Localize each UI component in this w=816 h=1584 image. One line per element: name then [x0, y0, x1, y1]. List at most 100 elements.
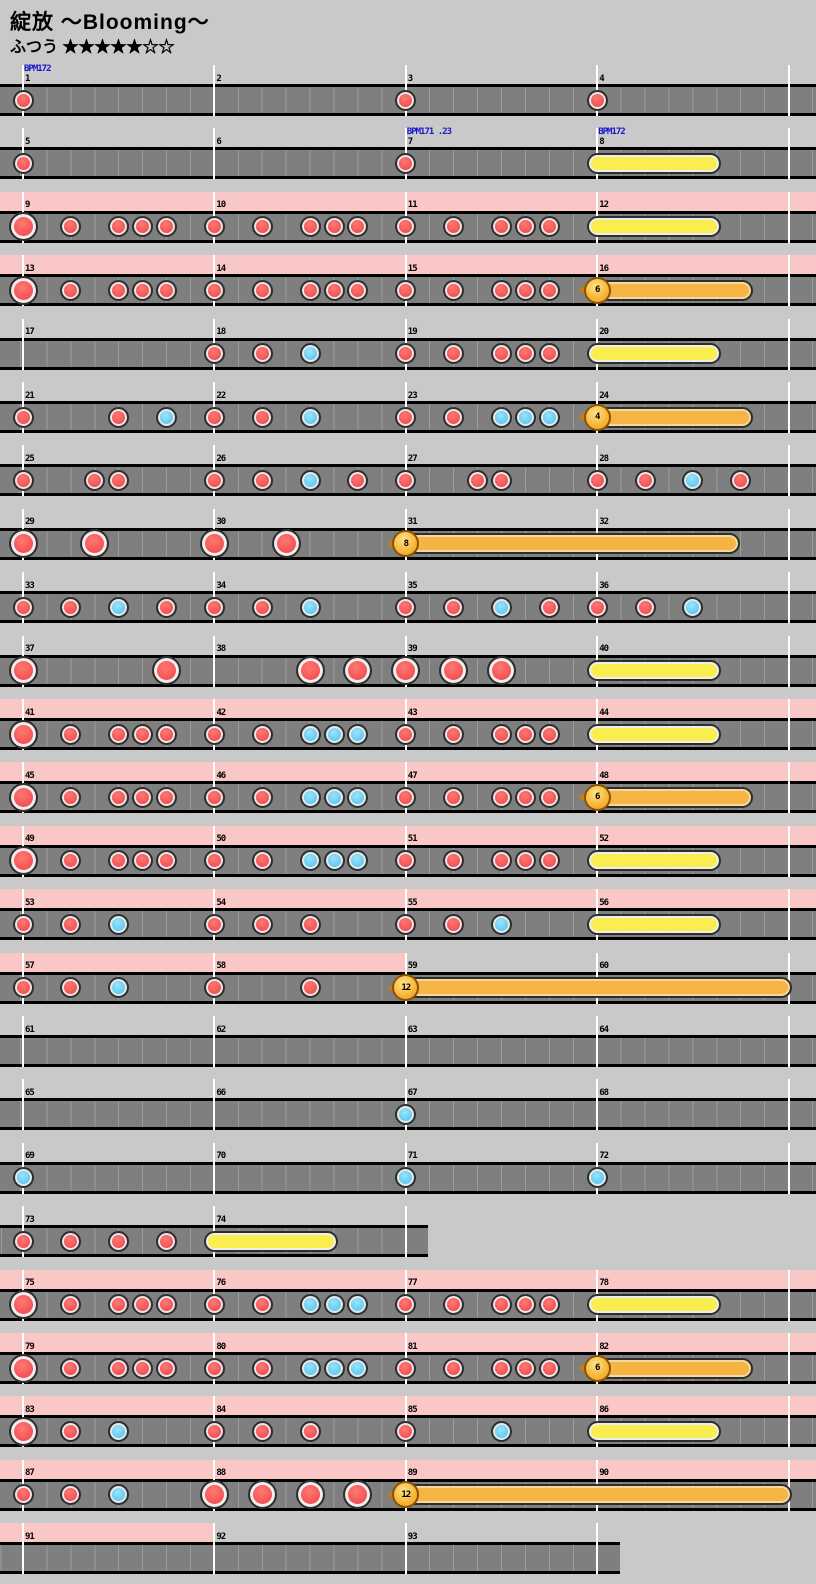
- don-note: [60, 977, 82, 999]
- gogo-highlight: [0, 1459, 816, 1479]
- don-note: [132, 279, 154, 301]
- don-note: [491, 786, 512, 808]
- measure-number: 61: [25, 1024, 35, 1035]
- measure-number: 35: [407, 580, 418, 591]
- measure-number: 49: [25, 834, 35, 845]
- balloon-bar: [586, 786, 753, 808]
- gogo-highlight: [0, 889, 816, 909]
- chart-row: 41 42 43 44: [0, 696, 816, 752]
- don-note: [514, 850, 536, 872]
- measure-number: 34: [216, 580, 226, 591]
- big-don-note: [247, 1480, 277, 1510]
- don-note: [491, 1294, 512, 1316]
- don-note: [251, 1420, 273, 1442]
- measure-line: [787, 699, 790, 750]
- measure-number: 25: [25, 453, 35, 464]
- measure-number: 53: [25, 897, 35, 908]
- ka-note: [491, 1420, 512, 1442]
- ka-note: [299, 723, 321, 745]
- ka-note: [682, 596, 704, 618]
- measure-number: 51: [407, 834, 418, 845]
- measure-line: [596, 1016, 599, 1067]
- don-note: [395, 279, 417, 301]
- don-note: [60, 596, 82, 618]
- don-note: [251, 596, 273, 618]
- don-note: [538, 216, 560, 238]
- don-note: [538, 850, 560, 872]
- drumroll-bar: [586, 723, 721, 745]
- measure-line: [787, 445, 790, 497]
- measure-line: [787, 952, 790, 1004]
- don-note: [132, 850, 154, 872]
- ka-note: [491, 406, 512, 428]
- measure-number: 56: [599, 897, 609, 908]
- chart-row: 49 50 51 52: [0, 823, 816, 879]
- don-note: [60, 913, 82, 935]
- drumroll-bar: [586, 913, 721, 935]
- ka-note: [395, 1167, 417, 1189]
- don-note: [108, 1230, 130, 1252]
- big-don-note: [8, 1416, 38, 1446]
- don-note: [108, 850, 130, 872]
- don-note: [156, 723, 178, 745]
- don-note: [60, 850, 82, 872]
- measure-number: 70: [216, 1151, 226, 1162]
- don-note: [203, 216, 225, 238]
- measure-number: 93: [407, 1531, 418, 1542]
- balloon-count: 6: [583, 276, 611, 304]
- measure-number: 3: [407, 73, 414, 84]
- gogo-highlight: [0, 1269, 816, 1289]
- don-note: [156, 786, 178, 808]
- measure-number: 28: [599, 453, 609, 464]
- don-note: [203, 723, 225, 745]
- measure-number: 75: [25, 1278, 35, 1289]
- measure-number: 59: [407, 961, 418, 972]
- don-note: [586, 596, 608, 618]
- don-note: [60, 1484, 82, 1506]
- ka-note: [299, 406, 321, 428]
- note-lane: [0, 464, 816, 497]
- gogo-highlight: [0, 952, 406, 972]
- don-note: [634, 469, 656, 491]
- balloon-tail-icon: [578, 285, 587, 296]
- don-note: [347, 279, 369, 301]
- chart-row: 65 66 67 68: [0, 1076, 816, 1132]
- measure-number: 4: [599, 73, 605, 84]
- don-note: [538, 723, 560, 745]
- don-note: [443, 913, 465, 935]
- don-note: [156, 596, 178, 618]
- don-note: [395, 850, 417, 872]
- measure-line: [787, 1396, 790, 1448]
- chart-row: 9 10 11 12: [0, 189, 816, 245]
- don-note: [395, 596, 417, 618]
- measure-line: [787, 635, 790, 687]
- measure-number: 60: [599, 961, 609, 972]
- measure-number: 47: [407, 770, 418, 781]
- don-note: [12, 469, 34, 491]
- chart-row: 25 26 27 28: [0, 442, 816, 498]
- big-don-note: [295, 656, 325, 686]
- measure-line: [213, 128, 216, 180]
- big-don-note: [343, 1480, 373, 1510]
- balloon-bar: [395, 1484, 793, 1506]
- measure-number: 57: [25, 961, 35, 972]
- measure-number: 73: [25, 1214, 35, 1225]
- chart-row: 91 92 93: [0, 1520, 816, 1576]
- don-note: [60, 1230, 82, 1252]
- ka-note: [514, 406, 536, 428]
- chart-row: 5 6 7 8 BPM171 .23 BPM172: [0, 125, 816, 181]
- chart-row: 29 30 31 32 8: [0, 506, 816, 562]
- measure-number: 66: [216, 1087, 226, 1098]
- measure-number: 77: [407, 1278, 418, 1289]
- gogo-highlight: [0, 825, 816, 845]
- balloon-bar: [586, 406, 753, 428]
- ka-note: [347, 786, 369, 808]
- don-note: [467, 469, 489, 491]
- don-note: [514, 723, 536, 745]
- chart-row: 83 84 85 86: [0, 1393, 816, 1449]
- measure-number: 72: [599, 1151, 609, 1162]
- don-note: [156, 1294, 178, 1316]
- chart-row: 17 18 19 20: [0, 316, 816, 372]
